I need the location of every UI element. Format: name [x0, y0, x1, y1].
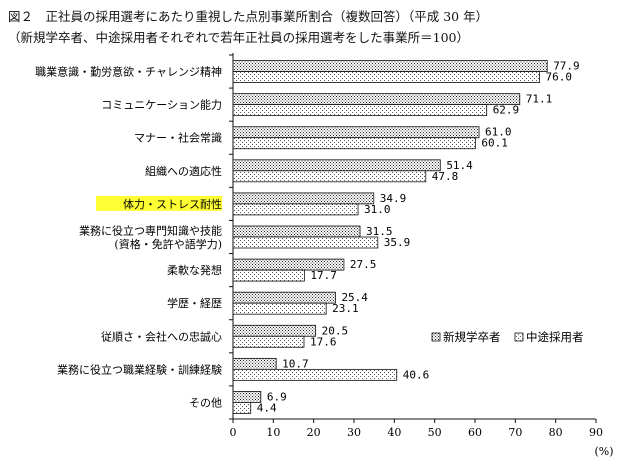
bar-new-graduates: [232, 93, 521, 106]
x-tick-label: 10: [266, 426, 280, 439]
legend-label: 中途採用者: [526, 330, 584, 344]
bar-new-graduates: [232, 291, 336, 304]
bar-mid-career: [232, 302, 327, 315]
x-tick-label: 20: [307, 426, 321, 439]
value-label: 10.7: [282, 357, 309, 370]
bar-new-graduates: [232, 225, 361, 238]
value-label: 25.4: [341, 291, 368, 304]
category-label: 業務に役立つ専門知識や技能: [79, 223, 222, 237]
bar-new-graduates: [232, 126, 480, 139]
chart-subtitle: （新規学卒者、中途採用者それぞれで若年正社員の採用選考をした事業所＝100）: [8, 30, 469, 45]
x-tick-label: 70: [508, 426, 522, 439]
category-highlight: [96, 195, 222, 211]
value-label: 60.1: [481, 137, 508, 150]
bar-mid-career: [232, 269, 305, 282]
bar-mid-career: [232, 104, 488, 117]
value-label: 17.7: [310, 269, 337, 282]
bar-mid-career: [232, 71, 540, 83]
x-tick-label: 60: [468, 426, 482, 439]
value-label: 31.0: [364, 203, 391, 216]
bar-new-graduates: [232, 159, 441, 172]
bar-mid-career: [232, 170, 427, 183]
value-label: 61.0: [485, 126, 512, 139]
value-label: 4.4: [257, 401, 277, 414]
legend-swatch: [514, 332, 524, 342]
category-label: 従順さ・会社への忠誠心: [101, 329, 222, 343]
category-label: 柔軟な発想: [167, 263, 222, 277]
value-label: 40.6: [403, 368, 430, 381]
bar-mid-career: [232, 137, 476, 150]
bar-mid-career: [232, 236, 379, 249]
category-label: マナー・社会常識: [134, 131, 222, 145]
category-label: 業務に役立つ職業経験・訓練経験: [57, 362, 222, 376]
value-label: 77.9: [553, 60, 580, 73]
x-axis-unit: (%): [594, 445, 613, 458]
value-label: 20.5: [322, 324, 349, 337]
category-label: 職業意識・勤労意欲・チャレンジ精神: [35, 65, 222, 79]
value-label: 6.9: [267, 390, 287, 403]
x-tick-label: 80: [549, 426, 563, 439]
value-label: 17.6: [310, 335, 337, 348]
value-label: 71.1: [526, 93, 553, 106]
category-label: 学歴・経歴: [167, 296, 222, 310]
chart-title: 図２ 正社員の採用選考にあたり重視した点別事業所割合（複数回答）（平成 30 年…: [8, 9, 489, 24]
bar-mid-career: [232, 335, 305, 348]
value-label: 23.1: [332, 302, 359, 315]
bar-mid-career: [232, 368, 398, 381]
x-tick-label: 50: [428, 426, 442, 439]
legend-label: 新規学卒者: [443, 330, 501, 344]
value-label: 31.5: [366, 225, 393, 238]
value-label: 34.9: [380, 192, 407, 205]
category-label: 組織への適応性: [145, 164, 222, 178]
category-label: 体力・ストレス耐性: [123, 197, 222, 211]
bar-new-graduates: [232, 192, 375, 205]
x-tick-label: 90: [589, 426, 603, 439]
value-label: 76.0: [546, 71, 573, 84]
category-label: (資格・免許や語学力): [114, 237, 222, 251]
x-tick-label: 0: [230, 426, 237, 439]
bar-new-graduates: [232, 60, 548, 72]
value-label: 35.9: [384, 236, 411, 249]
value-label: 62.9: [493, 104, 520, 117]
x-tick-label: 30: [347, 426, 361, 439]
bar-new-graduates: [232, 357, 277, 370]
legend-swatch: [431, 332, 441, 342]
category-label: コミュニケーション能力: [101, 98, 222, 112]
x-tick-label: 40: [387, 426, 401, 439]
value-label: 47.8: [432, 170, 459, 183]
category-label: その他: [189, 396, 222, 409]
value-label: 51.4: [446, 159, 473, 172]
bar-new-graduates: [232, 324, 317, 337]
value-label: 27.5: [350, 258, 377, 271]
bar-mid-career: [232, 402, 252, 414]
bar-mid-career: [232, 203, 359, 216]
